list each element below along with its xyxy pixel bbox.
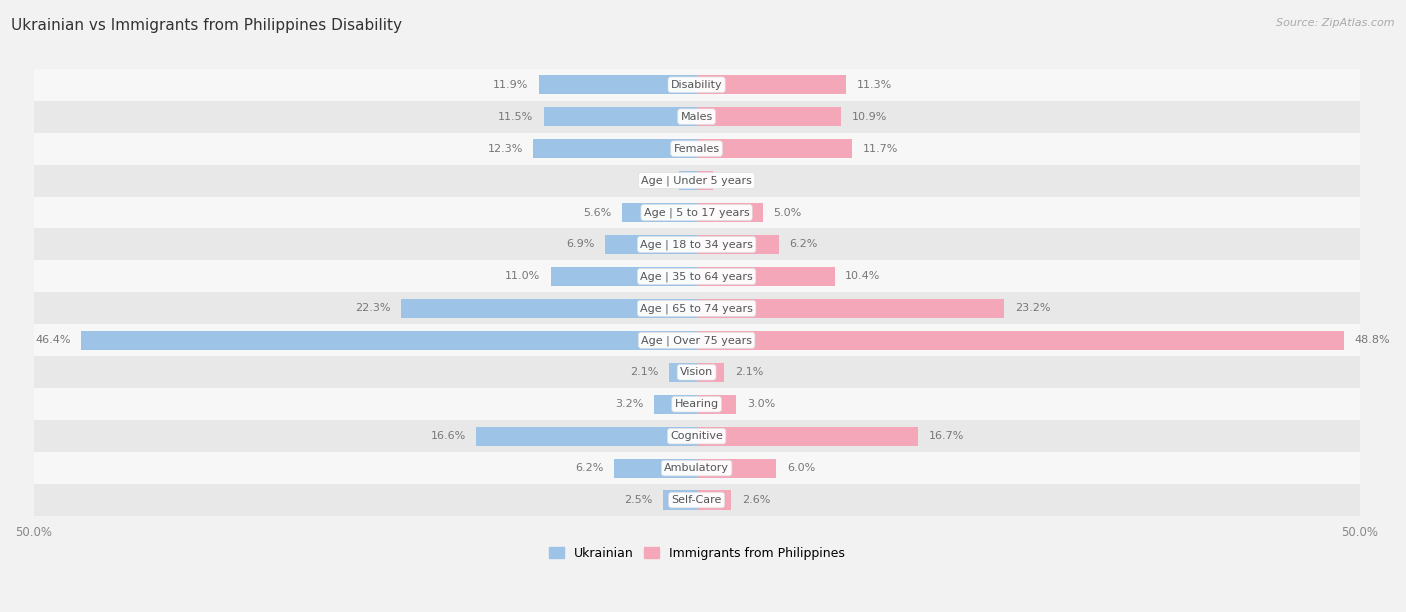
Bar xyxy=(696,395,737,414)
Text: Ukrainian vs Immigrants from Philippines Disability: Ukrainian vs Immigrants from Philippines… xyxy=(11,18,402,34)
Bar xyxy=(34,165,1360,196)
Bar xyxy=(34,133,1360,165)
Text: 3.0%: 3.0% xyxy=(747,399,775,409)
Text: 6.2%: 6.2% xyxy=(575,463,603,473)
Bar xyxy=(605,235,696,254)
Bar xyxy=(477,427,696,446)
Bar xyxy=(34,69,1360,101)
Text: 6.0%: 6.0% xyxy=(787,463,815,473)
Bar xyxy=(696,267,835,286)
Bar xyxy=(696,427,918,446)
Text: 16.6%: 16.6% xyxy=(430,431,465,441)
Text: 1.2%: 1.2% xyxy=(723,176,752,185)
Text: 11.7%: 11.7% xyxy=(862,144,898,154)
Text: 6.9%: 6.9% xyxy=(567,239,595,250)
Text: 10.9%: 10.9% xyxy=(852,111,887,122)
Text: 22.3%: 22.3% xyxy=(354,304,391,313)
Bar xyxy=(696,330,1344,350)
Text: Hearing: Hearing xyxy=(675,399,718,409)
Bar xyxy=(82,330,696,350)
Text: Ambulatory: Ambulatory xyxy=(664,463,730,473)
Text: Males: Males xyxy=(681,111,713,122)
Bar xyxy=(34,261,1360,293)
Text: Self-Care: Self-Care xyxy=(672,495,721,505)
Text: 16.7%: 16.7% xyxy=(929,431,965,441)
Text: 1.3%: 1.3% xyxy=(641,176,669,185)
Bar xyxy=(533,139,696,159)
Text: Vision: Vision xyxy=(681,367,713,377)
Bar xyxy=(34,228,1360,261)
Text: 5.6%: 5.6% xyxy=(583,207,612,217)
Bar xyxy=(34,196,1360,228)
Text: Age | 5 to 17 years: Age | 5 to 17 years xyxy=(644,207,749,218)
Bar xyxy=(696,203,763,222)
Text: 48.8%: 48.8% xyxy=(1354,335,1391,345)
Text: 11.3%: 11.3% xyxy=(858,80,893,90)
Text: Females: Females xyxy=(673,144,720,154)
Text: 11.0%: 11.0% xyxy=(505,271,540,282)
Text: Age | 65 to 74 years: Age | 65 to 74 years xyxy=(640,303,754,313)
Text: 2.1%: 2.1% xyxy=(735,367,763,377)
Bar xyxy=(696,490,731,510)
Text: Age | Over 75 years: Age | Over 75 years xyxy=(641,335,752,346)
Bar xyxy=(34,388,1360,420)
Bar xyxy=(679,171,696,190)
Bar xyxy=(696,139,852,159)
Bar xyxy=(544,107,696,126)
Bar xyxy=(34,101,1360,133)
Bar xyxy=(623,203,696,222)
Text: 11.5%: 11.5% xyxy=(498,111,533,122)
Bar xyxy=(34,356,1360,388)
Legend: Ukrainian, Immigrants from Philippines: Ukrainian, Immigrants from Philippines xyxy=(544,542,849,565)
Bar xyxy=(696,458,776,478)
Text: Age | Under 5 years: Age | Under 5 years xyxy=(641,175,752,186)
Bar xyxy=(34,324,1360,356)
Text: Disability: Disability xyxy=(671,80,723,90)
Text: 46.4%: 46.4% xyxy=(35,335,70,345)
Bar xyxy=(696,363,724,382)
Text: 2.5%: 2.5% xyxy=(624,495,652,505)
Bar xyxy=(614,458,696,478)
Text: 3.2%: 3.2% xyxy=(616,399,644,409)
Text: 12.3%: 12.3% xyxy=(488,144,523,154)
Bar xyxy=(696,75,846,94)
Text: 2.1%: 2.1% xyxy=(630,367,658,377)
Bar xyxy=(696,235,779,254)
Text: Age | 18 to 34 years: Age | 18 to 34 years xyxy=(640,239,754,250)
Text: 11.9%: 11.9% xyxy=(494,80,529,90)
Bar xyxy=(34,484,1360,516)
Bar xyxy=(696,171,713,190)
Bar xyxy=(538,75,696,94)
Text: Cognitive: Cognitive xyxy=(671,431,723,441)
Bar xyxy=(654,395,696,414)
Text: 5.0%: 5.0% xyxy=(773,207,801,217)
Text: 10.4%: 10.4% xyxy=(845,271,880,282)
Bar xyxy=(34,293,1360,324)
Text: 2.6%: 2.6% xyxy=(742,495,770,505)
Text: Age | 35 to 64 years: Age | 35 to 64 years xyxy=(640,271,754,282)
Bar xyxy=(696,299,1004,318)
Text: Source: ZipAtlas.com: Source: ZipAtlas.com xyxy=(1277,18,1395,28)
Text: 23.2%: 23.2% xyxy=(1015,304,1050,313)
Bar xyxy=(551,267,696,286)
Bar xyxy=(696,107,841,126)
Bar xyxy=(34,420,1360,452)
Bar xyxy=(669,363,696,382)
Text: 6.2%: 6.2% xyxy=(789,239,818,250)
Bar xyxy=(34,452,1360,484)
Bar xyxy=(664,490,696,510)
Bar xyxy=(401,299,696,318)
